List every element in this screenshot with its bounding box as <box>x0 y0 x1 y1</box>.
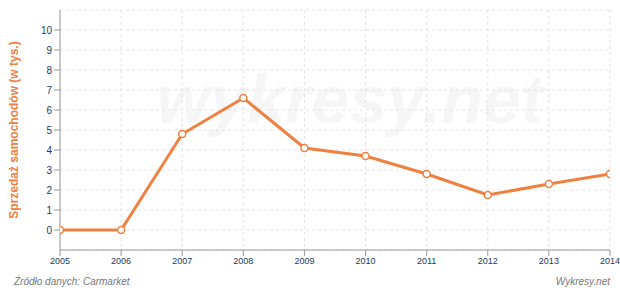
svg-text:2014: 2014 <box>600 256 612 266</box>
html-text:Źródło danych: Carmarket: Źródło danych: Carmarket <box>14 276 130 287</box>
svg-text:3: 3 <box>46 165 52 176</box>
svg-text:2: 2 <box>46 185 52 196</box>
svg-text:2009: 2009 <box>294 256 314 266</box>
svg-text:2013: 2013 <box>539 256 559 266</box>
svg-text:2006: 2006 <box>111 256 131 266</box>
svg-text:5: 5 <box>46 125 52 136</box>
svg-text:2008: 2008 <box>233 256 253 266</box>
svg-text:Sprzedaż samochodów (w tys.): Sprzedaż samochodów (w tys.) <box>8 41 21 218</box>
svg-text:2012: 2012 <box>478 256 498 266</box>
svg-text:4: 4 <box>46 145 52 156</box>
svg-text:2007: 2007 <box>172 256 192 266</box>
html-text:wykresy.net: wykresy.net <box>156 61 544 137</box>
svg-text:8: 8 <box>46 65 52 76</box>
svg-text:9: 9 <box>46 45 52 56</box>
svg-text:2011: 2011 <box>417 256 436 266</box>
svg-text:2005: 2005 <box>50 256 70 266</box>
svg-text:0: 0 <box>46 225 52 236</box>
svg-text:7: 7 <box>46 85 52 96</box>
html-text:Wykresy.net: Wykresy.net <box>555 276 610 287</box>
svg-text:10: 10 <box>41 25 53 36</box>
svg-text:2010: 2010 <box>356 256 376 266</box>
svg-text:1: 1 <box>46 205 52 216</box>
svg-text:6: 6 <box>46 105 52 116</box>
